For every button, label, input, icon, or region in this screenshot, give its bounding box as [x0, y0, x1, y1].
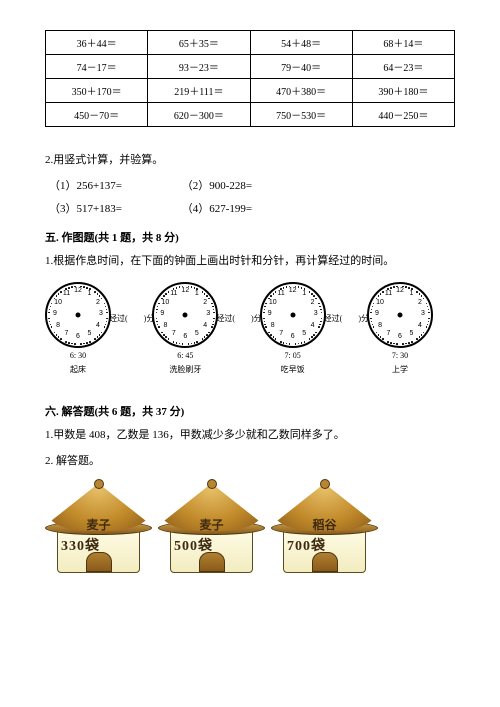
clock-face: 121234567891011	[367, 282, 433, 348]
clock-time: 7: 05	[260, 351, 326, 361]
q2-item: （1）256+137=	[49, 178, 179, 196]
clock-label: 吃早饭	[260, 365, 326, 375]
cell: 440－250＝	[352, 103, 454, 127]
barn-name: 稻谷	[312, 516, 336, 533]
cell: 65＋35＝	[148, 31, 250, 55]
cell: 750－530＝	[250, 103, 352, 127]
sec6-q1: 1.甲数是 408，乙数是 136，甲数减少多少就和乙数同样多了。	[45, 427, 455, 445]
barn-qty: 700袋	[287, 535, 326, 555]
clocks-row: 121234567891011 6: 30 起床 经过( )分 12123456…	[45, 282, 455, 375]
barn-name: 麦子	[86, 516, 110, 533]
clock-face: 121234567891011	[45, 282, 111, 348]
barn-name: 麦子	[199, 516, 223, 533]
barn: 稻谷 700袋	[277, 478, 372, 573]
cell: 74－17＝	[46, 55, 148, 79]
q2-title: 2.用竖式计算，并验算。	[45, 152, 455, 170]
cell: 79－40＝	[250, 55, 352, 79]
clock-block: 121234567891011 7: 05 吃早饭	[260, 282, 326, 375]
cell: 470＋380＝	[250, 79, 352, 103]
barn-qty: 500袋	[174, 535, 213, 555]
sec6-q2: 2. 解答题。	[45, 453, 455, 471]
clock-time: 6: 45	[152, 351, 218, 361]
cell: 390＋180＝	[352, 79, 454, 103]
section-6-title: 六. 解答题(共 6 题，共 37 分)	[45, 403, 455, 419]
arithmetic-table: 36＋44＝ 65＋35＝ 54＋48＝ 68＋14＝ 74－17＝ 93－23…	[45, 30, 455, 127]
cell: 36＋44＝	[46, 31, 148, 55]
clock-time: 7: 30	[367, 351, 433, 361]
clock-block: 121234567891011 6: 30 起床	[45, 282, 111, 375]
barn-qty: 330袋	[61, 535, 100, 555]
cell: 64－23＝	[352, 55, 454, 79]
clock-label: 洗脸刷牙	[152, 365, 218, 375]
cell: 68＋14＝	[352, 31, 454, 55]
clock-time: 6: 30	[45, 351, 111, 361]
connector-text: 经过( )分	[216, 313, 261, 324]
cell: 219＋111＝	[148, 79, 250, 103]
q2-item: （3）517+183=	[49, 201, 179, 219]
clock-face: 121234567891011	[260, 282, 326, 348]
section-5-title: 五. 作图题(共 1 题，共 8 分)	[45, 229, 455, 245]
connector-text: 经过( )分	[324, 313, 369, 324]
clock-block: 121234567891011 7: 30 上学	[367, 282, 433, 375]
cell: 350＋170＝	[46, 79, 148, 103]
q2-item: （4）627-199=	[182, 203, 252, 215]
clock-block: 121234567891011 6: 45 洗脸刷牙	[152, 282, 218, 375]
cell: 620－300＝	[148, 103, 250, 127]
q2-item: （2）900-228=	[182, 180, 252, 192]
barns-row: 麦子 330袋 麦子 500袋 稻谷 700袋	[51, 478, 455, 573]
clock-label: 起床	[45, 365, 111, 375]
clock-label: 上学	[367, 365, 433, 375]
sec5-q1: 1.根据作息时间，在下面的钟面上画出时针和分针，再计算经过的时间。	[45, 253, 455, 271]
barn: 麦子 330袋	[51, 478, 146, 573]
cell: 93－23＝	[148, 55, 250, 79]
cell: 54＋48＝	[250, 31, 352, 55]
connector-text: 经过( )分	[109, 313, 154, 324]
barn: 麦子 500袋	[164, 478, 259, 573]
cell: 450－70＝	[46, 103, 148, 127]
clock-face: 121234567891011	[152, 282, 218, 348]
